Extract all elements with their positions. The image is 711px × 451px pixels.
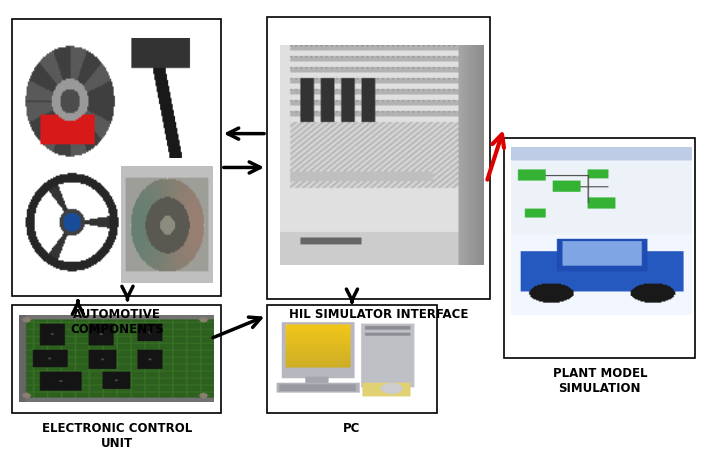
Text: PLANT MODEL
SIMULATION: PLANT MODEL SIMULATION <box>552 367 647 394</box>
Bar <box>267 305 437 413</box>
Bar <box>267 18 490 299</box>
Text: PC: PC <box>343 421 360 434</box>
Bar <box>504 138 695 358</box>
Text: ELECTRONIC CONTROL
UNIT: ELECTRONIC CONTROL UNIT <box>42 421 192 449</box>
Bar <box>12 20 221 297</box>
Text: HIL SIMULATOR INTERFACE: HIL SIMULATOR INTERFACE <box>289 307 469 320</box>
Text: AUTOMOTIVE
COMPONENTS: AUTOMOTIVE COMPONENTS <box>70 307 164 335</box>
Bar <box>12 305 221 413</box>
